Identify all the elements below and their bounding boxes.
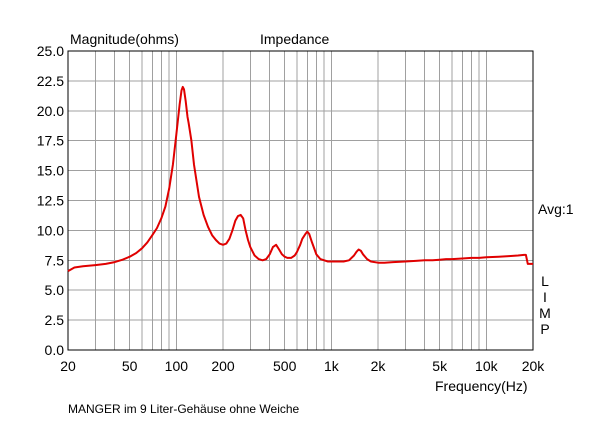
y-tick-label: 0.0 bbox=[45, 342, 65, 358]
axis-ticks: 0.0 2.5 5.0 7.5 10.0 12.5 15.0 17.5 20.0 22.5 25.0… bbox=[37, 43, 546, 374]
y-tick-label: 10.0 bbox=[37, 222, 64, 238]
x-tick-label: 20 bbox=[60, 358, 76, 374]
averaging-label: Avg:1 bbox=[538, 201, 574, 217]
y-tick-label: 20.0 bbox=[37, 103, 64, 119]
x-tick-label: 20k bbox=[522, 358, 546, 374]
y-tick-label: 22.5 bbox=[37, 73, 64, 89]
lim-letters: L I M P bbox=[538, 273, 552, 337]
chart-caption: MANGER im 9 Liter-Gehäuse ohne Weiche bbox=[68, 402, 300, 416]
y-tick-label: 5.0 bbox=[45, 282, 65, 298]
lim-letter: I bbox=[543, 289, 547, 305]
x-tick-label: 100 bbox=[165, 358, 189, 374]
x-tick-label: 5k bbox=[432, 358, 448, 374]
lim-letter: M bbox=[539, 305, 551, 321]
lim-letter: L bbox=[541, 273, 549, 289]
y-tick-label: 15.0 bbox=[37, 163, 64, 179]
y-tick-label: 7.5 bbox=[45, 252, 65, 268]
chart-title: Impedance bbox=[260, 31, 330, 47]
y-tick-label: 12.5 bbox=[37, 193, 64, 209]
lim-letter: P bbox=[540, 321, 550, 337]
grid bbox=[68, 51, 533, 350]
y-tick-label: 17.5 bbox=[37, 133, 64, 149]
x-tick-label: 50 bbox=[122, 358, 138, 374]
x-tick-label: 200 bbox=[211, 358, 235, 374]
plot-frame bbox=[67, 50, 534, 351]
x-tick-label: 1k bbox=[324, 358, 340, 374]
x-axis-label: Frequency(Hz) bbox=[435, 378, 528, 394]
x-tick-label: 10k bbox=[475, 358, 499, 374]
y-axis-label: Magnitude(ohms) bbox=[70, 31, 179, 47]
x-tick-label: 500 bbox=[273, 358, 297, 374]
x-tick-label: 2k bbox=[371, 358, 387, 374]
y-tick-label: 2.5 bbox=[45, 312, 65, 328]
y-tick-label: 25.0 bbox=[37, 43, 64, 59]
impedance-series-line bbox=[67, 85, 533, 272]
